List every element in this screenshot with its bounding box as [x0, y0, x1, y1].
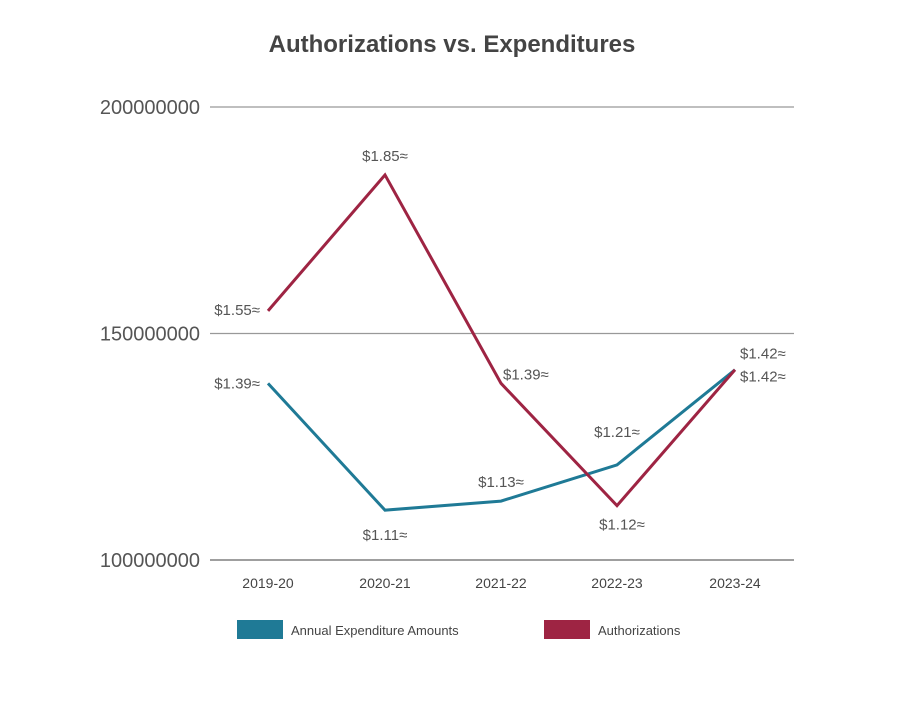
data-label: $1.42≈ — [740, 369, 786, 386]
data-label: $1.21≈ — [594, 424, 640, 441]
chart-title: Authorizations vs. Expenditures — [269, 31, 636, 58]
data-label: $1.39≈ — [503, 366, 549, 383]
legend-swatch — [544, 620, 590, 639]
data-label: $1.12≈ — [599, 517, 645, 534]
legend-swatch — [237, 620, 283, 639]
y-tick-label: 200000000 — [100, 97, 200, 119]
data-label: $1.42≈ — [740, 346, 786, 363]
y-tick-label: 100000000 — [100, 550, 200, 572]
y-tick-label: 150000000 — [100, 324, 200, 346]
series-line-expenditures — [266, 368, 736, 512]
series-line-authorizations — [266, 172, 737, 508]
data-label: $1.13≈ — [478, 474, 524, 491]
data-label: $1.85≈ — [362, 148, 408, 165]
data-label: $1.11≈ — [363, 527, 408, 544]
data-label: $1.55≈ — [214, 302, 260, 319]
legend-label: Annual Expenditure Amounts — [291, 623, 459, 638]
x-tick-label: 2021-22 — [475, 575, 527, 591]
x-tick-label: 2023-24 — [709, 575, 761, 591]
legend-label: Authorizations — [598, 623, 681, 638]
x-tick-label: 2019-20 — [242, 575, 294, 591]
x-tick-label: 2020-21 — [359, 575, 411, 591]
x-tick-label: 2022-23 — [591, 575, 643, 591]
data-label: $1.39≈ — [214, 375, 260, 392]
